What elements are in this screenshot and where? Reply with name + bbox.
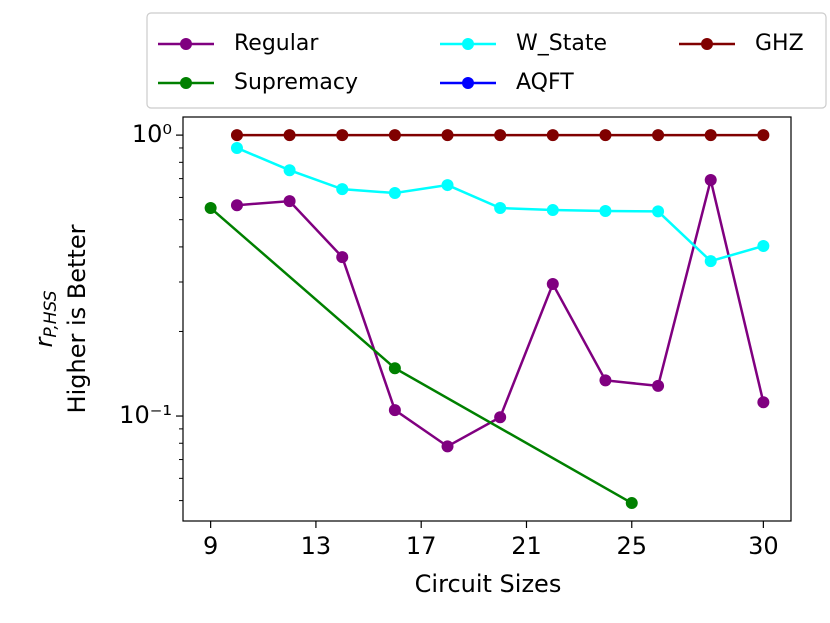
point [652,379,665,392]
legend-box [146,12,827,109]
y-tick-label: 10⁰ [132,120,172,148]
point [204,202,217,215]
x-tick-label: 9 [203,532,218,560]
point [704,174,717,187]
y-label-base: r [30,335,58,347]
x-tick-label: 13 [301,532,332,560]
point [704,129,717,142]
point [388,129,401,142]
point [704,255,717,268]
legend-marker [462,38,474,50]
point [283,164,296,177]
y-tick-label: 10⁻¹ [119,401,172,429]
point [625,497,638,510]
legend-label: GHZ [755,31,804,56]
y-axis-label-math: rP,HSS [30,290,61,347]
point [230,129,243,142]
legend-label: Supremacy [234,70,358,95]
legend-label: W_State [516,31,607,56]
point [652,205,665,218]
point [441,179,454,192]
point [388,187,401,200]
x-tick-label: 30 [748,532,779,560]
point [230,199,243,212]
point [388,362,401,375]
point [441,129,454,142]
legend-marker [180,77,192,89]
point [388,404,401,417]
point [546,129,559,142]
point [757,239,770,252]
legend-marker [462,77,474,89]
x-tick-label: 21 [511,532,542,560]
x-axis-label: Circuit Sizes [415,570,562,598]
y-axis-label-group: rP,HSS Higher is Better [30,224,91,413]
legend-marker [180,38,192,50]
point [336,183,349,196]
x-tick-label: 25 [616,532,647,560]
point [230,141,243,154]
point [441,440,454,453]
series-line [209,207,633,505]
legend-label: Regular [234,31,319,56]
legend-marker [701,38,713,50]
point [283,195,296,208]
point [546,278,559,291]
point [599,204,612,217]
point [494,202,507,215]
plot-frame [182,116,792,522]
point [599,374,612,387]
y-axis-label: Higher is Better [63,224,91,413]
point [336,251,349,264]
point [494,129,507,142]
y-label-sub: P,HSS [41,290,61,337]
x-tick-label: 17 [406,532,437,560]
point [757,396,770,409]
point [283,129,296,142]
point [652,129,665,142]
series-line [236,179,765,448]
legend-label: AQFT [516,70,574,95]
point [546,204,559,217]
point [336,129,349,142]
point [494,411,507,424]
point [599,129,612,142]
point [757,129,770,142]
